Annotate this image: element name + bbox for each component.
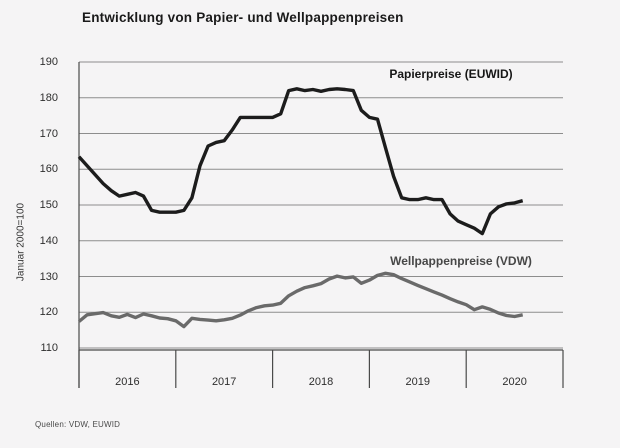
papierpreise-line [77, 87, 524, 236]
y-tick-label-130: 130 [39, 270, 58, 283]
legend-wellpappenpreise: Wellpappenpreise (VDW) [390, 254, 532, 268]
y-tick-label-120: 120 [39, 306, 58, 319]
x-year-label-2019: 2019 [405, 376, 431, 388]
x-year-label-2020: 2020 [502, 376, 527, 388]
y-tick-label-170: 170 [39, 127, 58, 140]
y-tick-label-190: 190 [39, 56, 58, 68]
legend-papierpreise: Papierpreise (EUWID) [389, 67, 513, 81]
y-tick-label-160: 160 [39, 163, 58, 176]
y-tick-label-110: 110 [40, 342, 58, 354]
chart-title: Entwicklung von Papier- und Wellpappenpr… [82, 10, 404, 25]
wellpappenpreise-line [77, 271, 524, 329]
y-tick-label-150: 150 [39, 199, 58, 211]
source-note: Quellen: VDW, EUWID [35, 420, 121, 429]
x-year-label-2018: 2018 [308, 376, 334, 388]
y-tick-label-140: 140 [39, 234, 58, 247]
x-year-label-2017: 2017 [211, 376, 237, 388]
x-year-label-2016: 2016 [115, 376, 140, 388]
y-tick-label-180: 180 [39, 91, 58, 104]
